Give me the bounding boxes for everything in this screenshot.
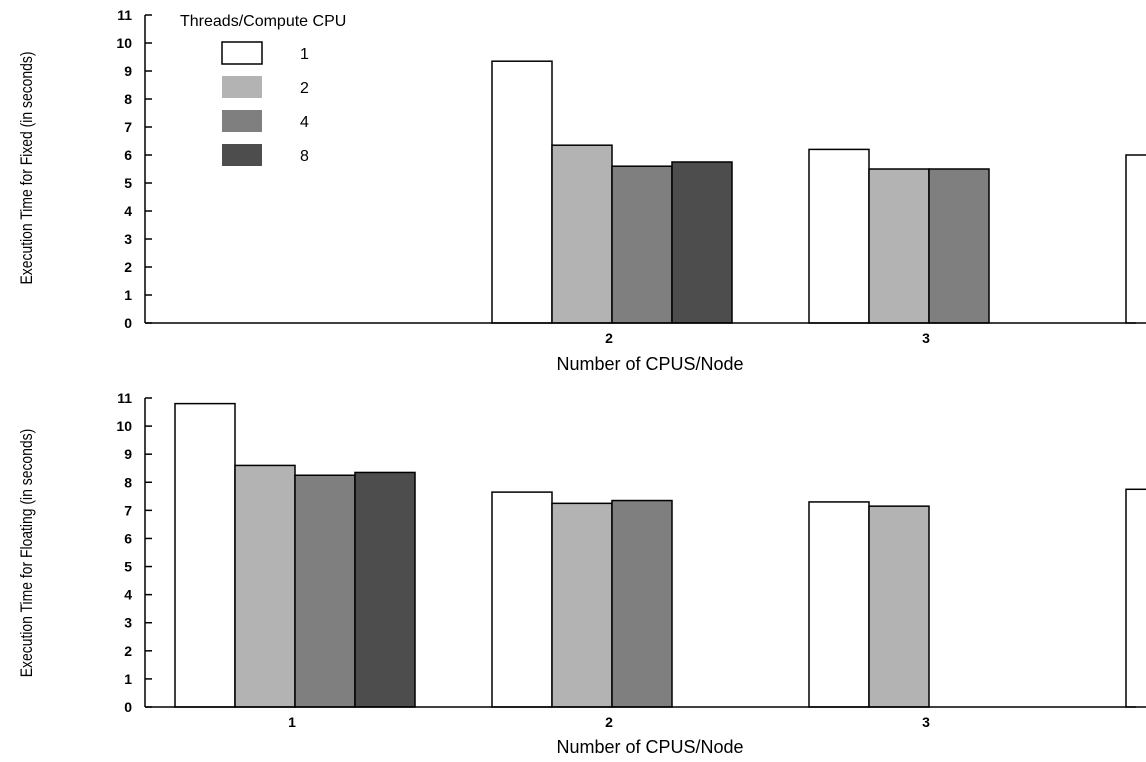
fixed-y-tick-label: 6: [124, 147, 132, 163]
fixed-y-tick-label: 1: [124, 287, 132, 303]
floating-bar-cpus-4-threads-1: [1125, 488, 1146, 708]
fixed-y-tick-label: 4: [124, 203, 132, 219]
legend-title: Threads/Compute CPU: [180, 13, 346, 30]
floating-y-ticks: 0 1 2 3 4 5 6 7 8 9 10 11: [116, 390, 152, 715]
fixed-bar-cpus-2-threads-4: [611, 165, 673, 324]
legend-label-8: 8: [300, 148, 309, 165]
fixed-bar-cpus-3-threads-1: [808, 148, 870, 324]
fixed-y-tick-label: 7: [124, 119, 132, 135]
floating-y-tick-label: 6: [124, 530, 132, 546]
fixed-y-tick-label: 0: [124, 315, 132, 331]
floating-bar-cpus-2-threads-4: [611, 499, 673, 708]
floating-y-tick-label: 4: [124, 587, 132, 603]
floating-bar-cpus-3-threads-2: [868, 505, 930, 708]
legend-label-1: 1: [300, 46, 309, 63]
legend-label-4: 4: [300, 114, 309, 131]
fixed-y-tick-label: 2: [124, 259, 132, 275]
fixed-bar-cpus-4-threads-1: [1125, 154, 1146, 324]
legend: Threads/Compute CPU 1 2 4 8: [180, 13, 346, 166]
fixed-bar-cpus-2-threads-1: [491, 60, 553, 324]
legend-label-2: 2: [300, 80, 309, 97]
fixed-y-tick-label: 10: [116, 35, 132, 51]
floating-y-tick-label: 3: [124, 615, 132, 631]
legend-swatch-1: [221, 41, 263, 65]
fixed-y-tick-label: 9: [124, 63, 132, 79]
fixed-y-tick-label: 3: [124, 231, 132, 247]
fixed-y-tick-label: 8: [124, 91, 132, 107]
floating-y-tick-label: 5: [124, 559, 132, 575]
fixed-y-axis-label: Execution Time for Fixed (in seconds): [18, 52, 37, 285]
floating-bar-cpus-1-threads-1: [174, 402, 236, 708]
fixed-bar-cpus-3-threads-4: [928, 168, 990, 324]
legend-swatch-2: [222, 76, 262, 98]
fixed-y-tick-label: 5: [124, 175, 132, 191]
fixed-bar-cpus-2-threads-2: [551, 144, 613, 324]
fixed-x-tick-label: 2: [605, 330, 613, 346]
fixed-x-ticks: 234: [605, 330, 930, 346]
floating-y-tick-label: 1: [124, 671, 132, 687]
floating-y-tick-label: 10: [116, 418, 132, 434]
floating-bar-cpus-2-threads-1: [491, 491, 553, 708]
floating-bar-cpus-3-threads-1: [808, 501, 870, 708]
floating-x-tick-label: 1: [288, 714, 296, 730]
floating-bar-cpus-2-threads-2: [551, 502, 613, 708]
floating-x-tick-label: 3: [922, 714, 930, 730]
floating-bars: [174, 402, 1146, 708]
fixed-chart-panel: 0 1 2 3 4 5 6 7 8 9 10 11 2 3 4 Number of CPUS/Node E…: [18, 7, 1146, 374]
fixed-bar-cpus-2-threads-8: [671, 161, 733, 324]
floating-y-tick-label: 7: [124, 502, 132, 518]
fixed-x-axis-label: Number of CPUS/Node: [556, 354, 743, 374]
fixed-bar-cpus-3-threads-2: [868, 168, 930, 324]
floating-y-tick-label: 11: [117, 390, 132, 406]
floating-bar-cpus-1-threads-4: [294, 474, 356, 708]
legend-swatch-4: [222, 110, 262, 132]
fixed-y-ticks: 0 1 2 3 4 5 6 7 8 9 10 11: [116, 7, 152, 331]
fixed-x-tick-label: 3: [922, 330, 930, 346]
floating-bar-cpus-1-threads-8: [354, 471, 416, 708]
floating-y-tick-label: 2: [124, 643, 132, 659]
floating-y-axis-label: Execution Time for Floating (in seconds): [18, 429, 37, 677]
floating-y-tick-label: 0: [124, 699, 132, 715]
floating-x-axis-label: Number of CPUS/Node: [556, 737, 743, 757]
floating-x-tick-label: 2: [605, 714, 613, 730]
floating-y-tick-label: 8: [124, 474, 132, 490]
legend-swatch-8: [222, 144, 262, 166]
fixed-bars: [491, 60, 1146, 324]
floating-y-tick-label: 9: [124, 446, 132, 462]
floating-bar-cpus-1-threads-2: [234, 464, 296, 708]
fixed-y-tick-label: 11: [117, 7, 132, 23]
